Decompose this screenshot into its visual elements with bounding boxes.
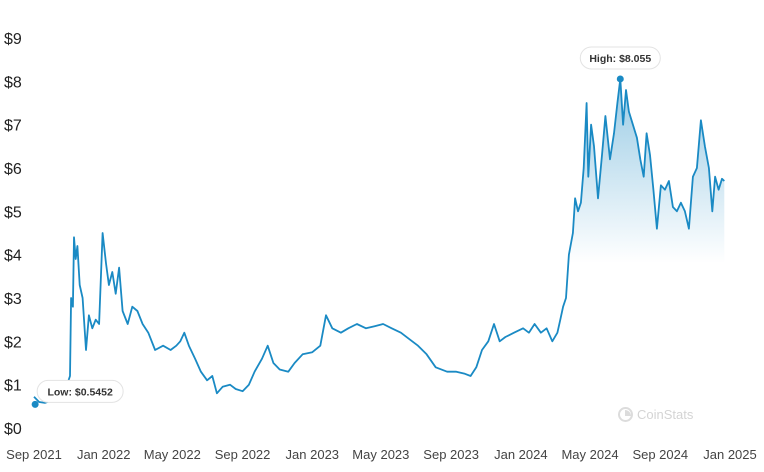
x-tick-label: May 2023: [352, 447, 409, 462]
watermark: CoinStats: [618, 407, 693, 422]
y-tick-label: $8: [4, 74, 22, 91]
watermark-text: CoinStats: [637, 407, 694, 422]
x-tick-label: Sep 2024: [632, 447, 688, 462]
x-tick-label: Sep 2022: [215, 447, 271, 462]
y-tick-label: $0: [4, 421, 22, 438]
callout-bubble: [36, 379, 124, 403]
y-tick-label: $6: [4, 161, 22, 178]
x-tick-label: Sep 2021: [6, 447, 62, 462]
low-label: Low: $0.5452: [47, 386, 113, 398]
area-fill: [568, 78, 725, 264]
x-tick-label: Jan 2023: [286, 447, 340, 462]
x-tick-label: Sep 2023: [423, 447, 479, 462]
x-tick-label: May 2024: [561, 447, 618, 462]
price-line: [33, 78, 725, 404]
y-tick-label: $9: [4, 31, 22, 48]
x-tick-label: Jan 2022: [77, 447, 131, 462]
callout-bubble: [579, 46, 661, 70]
y-axis: $0 $1 $2 $3 $4 $5 $6 $7 $8 $9: [4, 31, 22, 438]
extreme-point: [616, 75, 624, 83]
x-tick-label: Jan 2025: [703, 447, 757, 462]
y-tick-label: $5: [4, 204, 22, 221]
callouts: High: $8.055 Low: $0.5452: [31, 46, 661, 408]
y-tick-label: $7: [4, 118, 22, 135]
x-axis: Sep 2021 Jan 2022 May 2022 Sep 2022 Jan 2023…: [6, 447, 757, 462]
y-tick-label: $3: [4, 291, 22, 308]
high-label: High: $8.055: [589, 53, 651, 65]
y-tick-label: $4: [4, 248, 22, 265]
y-tick-label: $1: [4, 378, 22, 395]
extreme-point: [31, 400, 39, 408]
y-tick-label: $2: [4, 334, 22, 351]
x-tick-label: Jan 2024: [494, 447, 548, 462]
coinstats-logo-icon: [618, 407, 633, 422]
x-tick-label: May 2022: [144, 447, 201, 462]
